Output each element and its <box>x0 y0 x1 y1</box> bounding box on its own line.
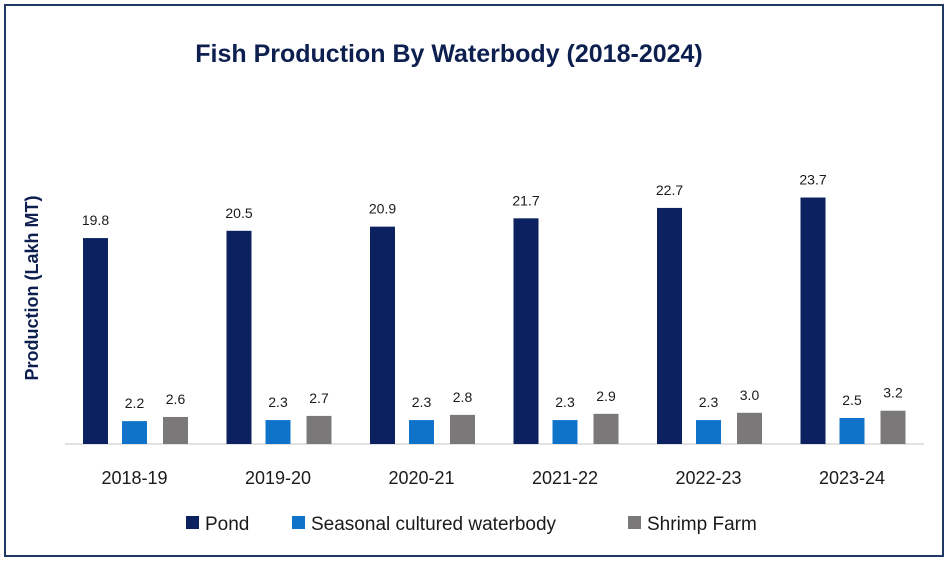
data-label: 20.5 <box>225 205 252 221</box>
x-tick-label: 2023-24 <box>819 468 885 488</box>
chart-title: Fish Production By Waterbody (2018-2024) <box>195 40 703 68</box>
x-tick-label: 2020-21 <box>388 468 454 488</box>
data-label: 19.8 <box>82 212 109 228</box>
bar-shrimp-farm-2021-22 <box>593 413 619 444</box>
legend: Pond Seasonal cultured waterbody Shrimp Fa… <box>186 514 757 535</box>
bar-pond-2019-20 <box>226 230 252 444</box>
bar-seasonal-cultured-waterbody-2019-20 <box>265 420 291 444</box>
bar-shrimp-farm-2018-19 <box>163 416 188 444</box>
bar-pond-2020-21 <box>370 226 395 444</box>
bar-pond-2018-19 <box>83 238 108 444</box>
x-tick-label: 2019-20 <box>245 468 311 488</box>
legend-label: Pond <box>205 514 249 535</box>
bar-shrimp-farm-2022-23 <box>737 412 762 444</box>
bars-group: 19.8 2.2 2.6 20.5 2.3 2.7 20.9 2.3 2.8 21.7 2.3 2.9… <box>82 172 906 444</box>
data-label: 3.2 <box>883 385 903 401</box>
data-label: 21.7 <box>512 192 539 208</box>
data-label: 2.6 <box>166 391 186 407</box>
bar-seasonal-cultured-waterbody-2022-23 <box>696 420 721 444</box>
bar-seasonal-cultured-waterbody-2018-19 <box>122 421 147 444</box>
bar-seasonal-cultured-waterbody-2021-22 <box>552 420 578 444</box>
legend-swatch <box>628 516 641 529</box>
bar-pond-2022-23 <box>657 207 682 444</box>
x-tick-label: 2022-23 <box>675 468 741 488</box>
x-tick-label: 2018-19 <box>101 468 167 488</box>
bar-shrimp-farm-2023-24 <box>880 410 906 444</box>
data-label: 23.7 <box>799 172 826 188</box>
bar-pond-2023-24 <box>800 197 826 444</box>
data-label: 2.9 <box>596 388 616 404</box>
bar-seasonal-cultured-waterbody-2023-24 <box>839 418 865 444</box>
data-label: 2.8 <box>453 389 473 405</box>
data-label: 2.5 <box>842 392 862 408</box>
data-label: 20.9 <box>369 201 396 217</box>
legend-swatch <box>186 516 199 529</box>
legend-label: Seasonal cultured waterbody <box>311 514 557 535</box>
x-ticks-group: 2018-19 2019-20 2020-21 2021-22 2022-23 2023-… <box>101 468 885 488</box>
x-tick-label: 2021-22 <box>532 468 598 488</box>
data-label: 2.3 <box>699 394 719 410</box>
data-label: 3.0 <box>740 387 760 403</box>
legend-swatch <box>292 516 305 529</box>
chart-frame <box>4 4 944 557</box>
data-label: 2.7 <box>309 390 329 406</box>
y-axis-label: Production (Lakh MT) <box>22 196 42 381</box>
data-label: 2.3 <box>412 394 432 410</box>
data-label: 22.7 <box>656 182 683 198</box>
data-label: 2.2 <box>125 395 145 411</box>
bar-shrimp-farm-2019-20 <box>306 415 332 444</box>
bar-shrimp-farm-2020-21 <box>450 414 475 444</box>
bar-pond-2021-22 <box>513 218 539 444</box>
data-label: 2.3 <box>555 394 575 410</box>
bar-seasonal-cultured-waterbody-2020-21 <box>409 420 434 444</box>
legend-label: Shrimp Farm <box>647 514 757 535</box>
data-label: 2.3 <box>268 394 288 410</box>
